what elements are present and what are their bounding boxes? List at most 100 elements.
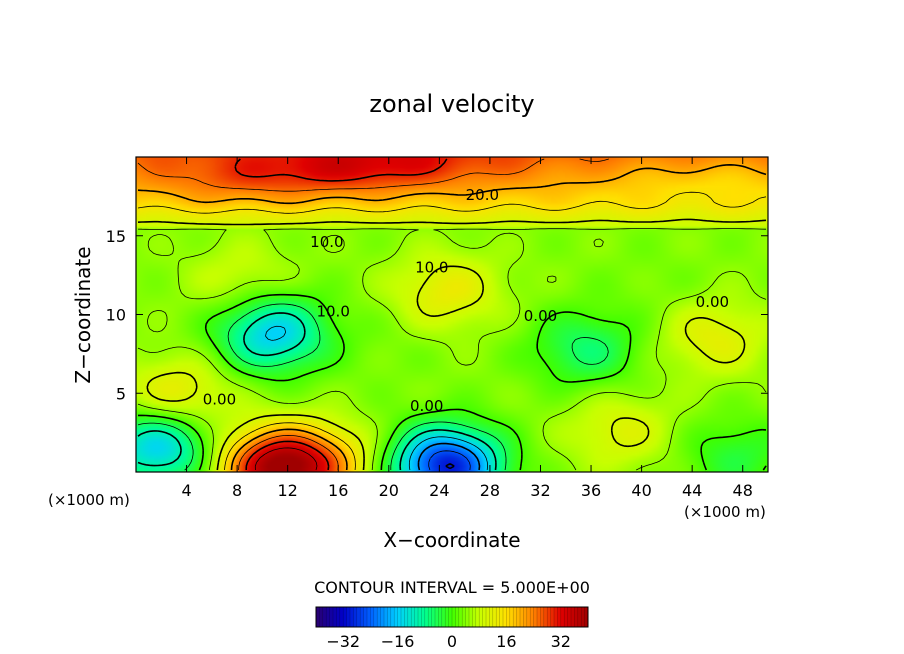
x-unit-right: (×1000 m): [684, 503, 766, 521]
colorbar-cell: [503, 607, 507, 627]
colorbar-cell: [363, 607, 368, 627]
colorbar-tick-label: 32: [551, 632, 571, 651]
colorbar-frame: [315, 606, 589, 628]
contour-label: 0.00: [524, 307, 557, 325]
colorbar-tick-label: 0: [447, 632, 457, 651]
colorbar-cell: [584, 607, 589, 627]
contour-labels: 20.0 10.0 10.0 10.0 0.00 0.00 0.00 0.00: [203, 186, 729, 415]
y-tick-label: 15: [106, 227, 126, 246]
x-tick-label: 36: [581, 481, 601, 500]
contour-lines: [137, 158, 767, 471]
colorbar-cell: [482, 607, 487, 627]
contour-line: [137, 158, 609, 471]
colorbar-cell: [448, 607, 453, 627]
colorbar-cell: [492, 607, 497, 627]
colorbar-cell: [319, 607, 324, 627]
colorbar-cell: [475, 607, 480, 627]
colorbar-cell: [397, 607, 402, 627]
contour-line: [137, 218, 767, 471]
colorbar-cell: [499, 607, 504, 627]
colorbar-cell: [526, 607, 531, 627]
colorbar-cell: [465, 607, 470, 627]
contour-line: [137, 228, 767, 471]
colorbar-cell: [421, 607, 426, 627]
colorbar-cell: [373, 607, 378, 627]
colorbar-cell: [360, 607, 364, 627]
colorbar-cell: [452, 607, 456, 627]
colorbar-cell: [462, 607, 466, 627]
colorbar-cell: [380, 607, 385, 627]
colorbar-cell: [523, 607, 528, 627]
contour-label: 10.0: [310, 233, 343, 251]
colorbar-cell: [489, 607, 494, 627]
x-unit-left: (×1000 m): [48, 491, 130, 509]
colorbar-cell: [560, 607, 565, 627]
contour-line: [137, 164, 767, 471]
x-tick-label: 12: [278, 481, 298, 500]
contour-label: 10.0: [316, 302, 349, 320]
y-tick-label: 5: [116, 384, 126, 403]
colorbar-cell: [516, 607, 521, 627]
colorbar-cell: [469, 607, 473, 627]
colorbar-cell: [411, 607, 415, 627]
colorbar-cell: [486, 607, 490, 627]
y-tick-label: 10: [106, 306, 126, 325]
x-axis-label: X−coordinate: [383, 528, 520, 552]
contour-label: 20.0: [466, 186, 499, 204]
contour-line-negative: [137, 303, 609, 471]
colorbar-cell: [407, 607, 412, 627]
colorbar-cell: [472, 607, 477, 627]
colorbar-cell: [571, 607, 575, 627]
contour-line-negative: [445, 462, 455, 470]
colorbar-cell: [564, 607, 568, 627]
x-tick-label: 44: [682, 481, 702, 500]
colorbar-cell: [414, 607, 419, 627]
colorbar-cell: [547, 607, 551, 627]
colorbar-cell: [530, 607, 534, 627]
colorbar-cell: [550, 607, 555, 627]
colorbar-cell: [418, 607, 422, 627]
colorbar-cell: [567, 607, 572, 627]
colorbar-cell: [537, 607, 541, 627]
colorbar-cell: [356, 607, 361, 627]
colorbar-cell: [581, 607, 585, 627]
x-tick-label: 20: [379, 481, 399, 500]
colorbar-cell: [554, 607, 558, 627]
contour-line: [137, 191, 767, 471]
contour-line-negative: [137, 312, 497, 471]
colorbar-cell: [370, 607, 375, 627]
colorbar-cell: [350, 607, 354, 627]
colorbar-cell: [577, 607, 582, 627]
colorbar-cell: [401, 607, 405, 627]
colorbar-cell: [543, 607, 548, 627]
colorbar-cell: [441, 607, 446, 627]
colorbar-cell: [533, 607, 538, 627]
x-tick-label: 48: [733, 481, 753, 500]
colorbar-cell: [520, 607, 524, 627]
x-axis: 4 8 12 16 20 24 28 32 36 40 44 48: [181, 157, 753, 500]
colorbar-cell: [540, 607, 545, 627]
contour-label: 0.00: [410, 397, 443, 415]
contour-interval-text: CONTOUR INTERVAL = 5.000E+00: [314, 578, 590, 597]
x-tick-label: 8: [232, 481, 242, 500]
colorbar-cell: [326, 607, 330, 627]
colorbar-cell: [346, 607, 351, 627]
plot-area: 20.0 10.0 10.0 10.0 0.00 0.00 0.00 0.00: [135, 156, 769, 473]
colorbar-cell: [316, 607, 320, 627]
colorbar-cell: [333, 607, 337, 627]
colorbar-cell: [428, 607, 432, 627]
colorbar-cell: [435, 607, 439, 627]
colorbar-cell: [455, 607, 460, 627]
colorbar-cell: [343, 607, 347, 627]
colorbar-cell: [384, 607, 388, 627]
x-tick-label: 28: [480, 481, 500, 500]
contour-line: [138, 293, 767, 471]
colorbar-cell: [458, 607, 463, 627]
colorbar-cell: [496, 607, 500, 627]
colorbar-cell: [377, 607, 381, 627]
colorbar-cell: [387, 607, 392, 627]
colorbar-cell: [353, 607, 358, 627]
colorbar-cell: [445, 607, 449, 627]
contour-label: 10.0: [415, 258, 448, 276]
